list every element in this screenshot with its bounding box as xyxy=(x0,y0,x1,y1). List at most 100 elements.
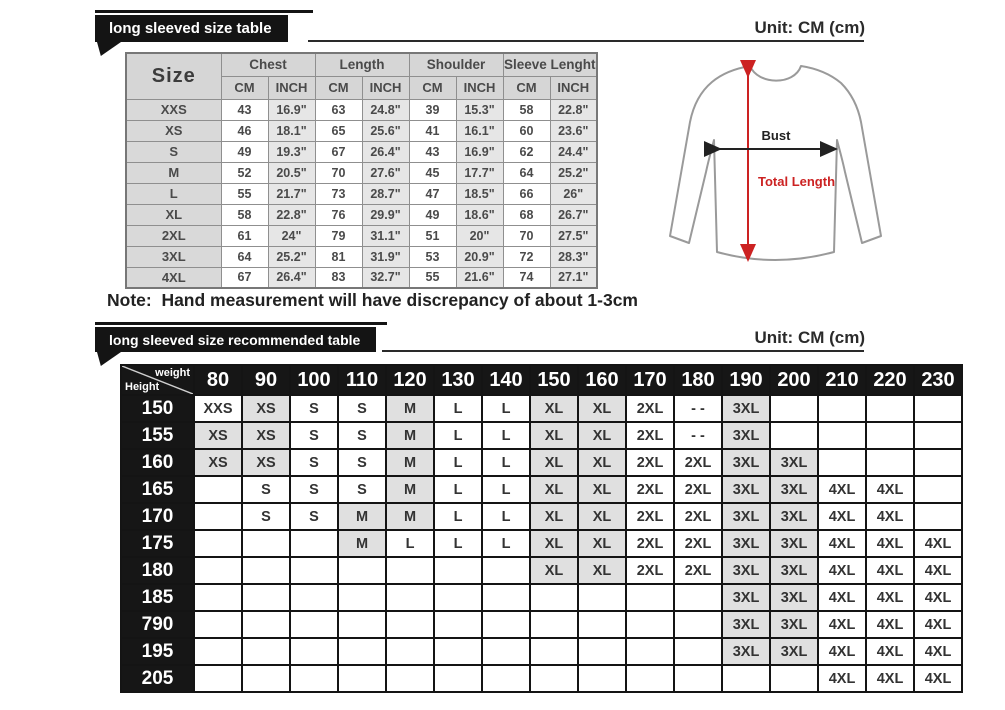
recommended-size-cell: XL xyxy=(529,394,579,423)
height-label-cell: 185 xyxy=(120,583,195,612)
measurement-cell: 21.6" xyxy=(455,266,504,289)
recommended-size-cell xyxy=(193,583,243,612)
recommended-size-cell xyxy=(433,664,483,693)
height-label-cell: 205 xyxy=(120,664,195,693)
size-label-cell: 3XL xyxy=(125,245,222,268)
recommended-size-cell: 3XL xyxy=(769,637,819,666)
recommended-size-cell: XL xyxy=(529,529,579,558)
recommended-size-cell xyxy=(241,529,291,558)
measurement-cell: 24.8" xyxy=(361,98,410,121)
total-length-label: Total Length xyxy=(758,174,835,189)
measurement-cell: 49 xyxy=(220,140,269,163)
measurement-cell: 45 xyxy=(408,161,457,184)
measurement-cell: 16.9" xyxy=(267,98,316,121)
size-table-container: Size Chest Length Shoulder Sleeve Lenght CM IN… xyxy=(125,52,598,289)
recommended-size-cell: XS xyxy=(193,421,243,450)
recommended-size-cell: 3XL xyxy=(721,448,771,477)
weight-header-cell: 80 xyxy=(193,364,243,396)
recommended-size-cell: 4XL xyxy=(817,583,867,612)
recommended-size-cell: 3XL xyxy=(721,475,771,504)
recommended-size-cell: 4XL xyxy=(865,664,915,693)
recommended-size-cell: 3XL xyxy=(769,610,819,639)
measurement-cell: 32.7" xyxy=(361,266,410,289)
recommended-size-cell: XL xyxy=(577,394,627,423)
recommended-size-cell: L xyxy=(481,394,531,423)
recommended-size-cell xyxy=(385,583,435,612)
recommended-size-cell xyxy=(529,583,579,612)
recommended-size-cell: 3XL xyxy=(769,475,819,504)
size-label-cell: L xyxy=(125,182,222,205)
recommended-size-cell: M xyxy=(385,448,435,477)
measurement-cell: 18.1" xyxy=(267,119,316,142)
recommended-size-cell: 4XL xyxy=(913,583,963,612)
recommended-size-cell: 3XL xyxy=(721,610,771,639)
measurement-cell: 64 xyxy=(220,245,269,268)
recommended-size-cell xyxy=(289,610,339,639)
measure-group-header: Shoulder xyxy=(408,52,504,77)
measurement-cell: 49 xyxy=(408,203,457,226)
height-label-cell: 180 xyxy=(120,556,195,585)
recommended-size-cell xyxy=(193,556,243,585)
measurement-cell: 66 xyxy=(502,182,551,205)
recommended-size-cell xyxy=(721,664,771,693)
weight-header-cell: 140 xyxy=(481,364,531,396)
recommended-size-cell xyxy=(193,610,243,639)
recommended-size-cell: 4XL xyxy=(913,529,963,558)
size-table-row: XL 58 22.8" 76 29.9" 49 18.6" 68 26.7" xyxy=(125,203,598,226)
weight-header-cell: 150 xyxy=(529,364,579,396)
height-label-cell: 150 xyxy=(120,394,195,423)
size-label-cell: XS xyxy=(125,119,222,142)
recommended-size-cell: L xyxy=(481,421,531,450)
recommended-size-cell: 4XL xyxy=(865,637,915,666)
size-table-row: 2XL 61 24" 79 31.1" 51 20" 70 27.5" xyxy=(125,224,598,247)
recommended-size-cell: M xyxy=(337,502,387,531)
measurement-cell: 20.9" xyxy=(455,245,504,268)
recommended-size-cell xyxy=(433,637,483,666)
weight-header-cell: 130 xyxy=(433,364,483,396)
recommended-size-cell: XS xyxy=(241,421,291,450)
height-label-cell: 170 xyxy=(120,502,195,531)
recommended-size-cell xyxy=(241,556,291,585)
recommended-size-cell: L xyxy=(385,529,435,558)
recommended-size-cell xyxy=(913,421,963,450)
recommended-table-container: weight Height 80 90 100 110 120 130 140 150 160 170… xyxy=(120,364,963,693)
size-label-cell: S xyxy=(125,140,222,163)
recommended-size-cell: S xyxy=(289,502,339,531)
measurement-cell: 25.6" xyxy=(361,119,410,142)
measurement-cell: 62 xyxy=(502,140,551,163)
weight-header-cell: 220 xyxy=(865,364,915,396)
height-label-cell: 165 xyxy=(120,475,195,504)
recommended-size-cell: XS xyxy=(241,394,291,423)
recommended-size-cell: 2XL xyxy=(673,475,723,504)
recommended-size-cell: XS xyxy=(241,448,291,477)
measurement-cell: 53 xyxy=(408,245,457,268)
recommended-row: 790 3XL 3XL 4XL 4XL 4XL xyxy=(120,610,963,639)
measurement-cell: 72 xyxy=(502,245,551,268)
recommended-size-cell xyxy=(289,637,339,666)
unit-subheader: INCH xyxy=(361,75,410,100)
recommended-size-cell xyxy=(433,610,483,639)
measurement-cell: 18.5" xyxy=(455,182,504,205)
size-label-cell: 2XL xyxy=(125,224,222,247)
unit-underline xyxy=(382,350,864,352)
recommended-size-cell xyxy=(289,664,339,693)
recommended-size-cell: S xyxy=(289,421,339,450)
measurement-cell: 20" xyxy=(455,224,504,247)
measurement-cell: 60 xyxy=(502,119,551,142)
recommended-size-cell: L xyxy=(433,529,483,558)
measure-group-header: Length xyxy=(314,52,410,77)
recommended-size-cell: 4XL xyxy=(865,610,915,639)
recommended-size-cell: L xyxy=(481,502,531,531)
recommended-size-cell: XXS xyxy=(193,394,243,423)
recommended-size-cell xyxy=(193,664,243,693)
recommended-size-cell: S xyxy=(337,475,387,504)
recommended-row: 170 S S M M L L XL XL 2XL 2XL 3XL 3XL 4XL 4XL xyxy=(120,502,963,531)
recommended-size-cell xyxy=(481,556,531,585)
corner-height-label: Height xyxy=(125,381,160,393)
measurement-cell: 76 xyxy=(314,203,363,226)
recommended-size-cell: 3XL xyxy=(721,502,771,531)
unit-underline xyxy=(308,40,864,42)
recommended-size-cell: 3XL xyxy=(721,394,771,423)
measurement-cell: 27.6" xyxy=(361,161,410,184)
recommended-size-cell xyxy=(865,448,915,477)
